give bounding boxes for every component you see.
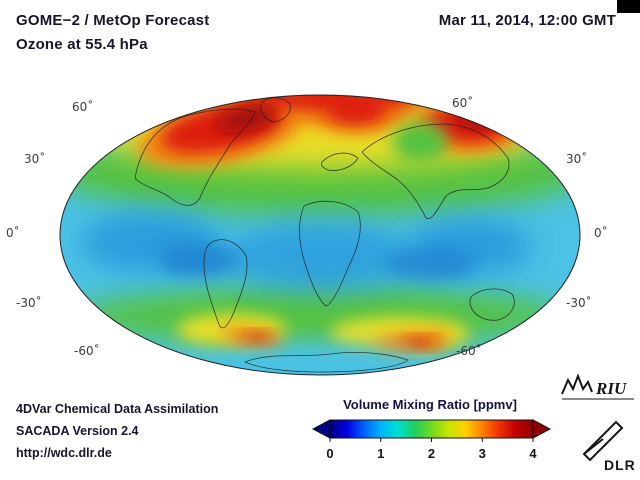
lat-label-right-m60: -60˚ [456, 344, 482, 358]
map-outline [59, 94, 581, 376]
colorbar-tick-marks [329, 438, 534, 442]
continent-outlines [134, 97, 515, 373]
tick-1: 1 [377, 446, 385, 461]
lat-label-left-m30: -30˚ [16, 296, 42, 310]
lat-label-left-60: 60˚ [72, 100, 94, 114]
lat-label-right-0: 0˚ [594, 226, 608, 240]
riu-logo-icon: RIU [561, 373, 634, 400]
colorbar [311, 419, 552, 442]
lat-label-left-0: 0˚ [6, 226, 20, 240]
footer-assimilation: 4DVar Chemical Data Assimilation [16, 402, 219, 416]
header-subtitle: Ozone at 55.4 hPa [16, 36, 148, 53]
dlr-logo-text: DLR [604, 457, 636, 472]
footer-version: SACADA Version 2.4 [16, 424, 139, 438]
lat-label-right-60: 60˚ [452, 96, 474, 110]
corner-black-box [617, 0, 640, 13]
colorbar-tick-labels: 0 1 2 3 4 [305, 446, 555, 462]
lat-label-left-m60: -60˚ [74, 344, 100, 358]
ozone-field [60, 95, 580, 375]
header-title: GOME−2 / MetOp Forecast [16, 12, 210, 29]
tick-0: 0 [326, 446, 334, 461]
tick-2: 2 [427, 446, 436, 461]
footer-url: http://wdc.dlr.de [16, 446, 112, 460]
colorbar-title: Volume Mixing Ratio [ppmv] [343, 397, 517, 412]
colorbar-left-arrow [311, 419, 331, 439]
colorbar-right-arrow [532, 419, 552, 439]
colorbar-gradient [329, 419, 534, 439]
dlr-logo-icon: DLR [582, 420, 636, 472]
header-datetime: Mar 11, 2014, 12:00 GMT [438, 12, 616, 29]
tick-4: 4 [529, 446, 537, 461]
lat-label-right-30: 30˚ [566, 152, 588, 166]
lat-label-left-30: 30˚ [24, 152, 46, 166]
riu-logo-text: RIU [595, 379, 627, 398]
lat-label-right-m30: -30˚ [566, 296, 592, 310]
tick-3: 3 [478, 446, 486, 461]
